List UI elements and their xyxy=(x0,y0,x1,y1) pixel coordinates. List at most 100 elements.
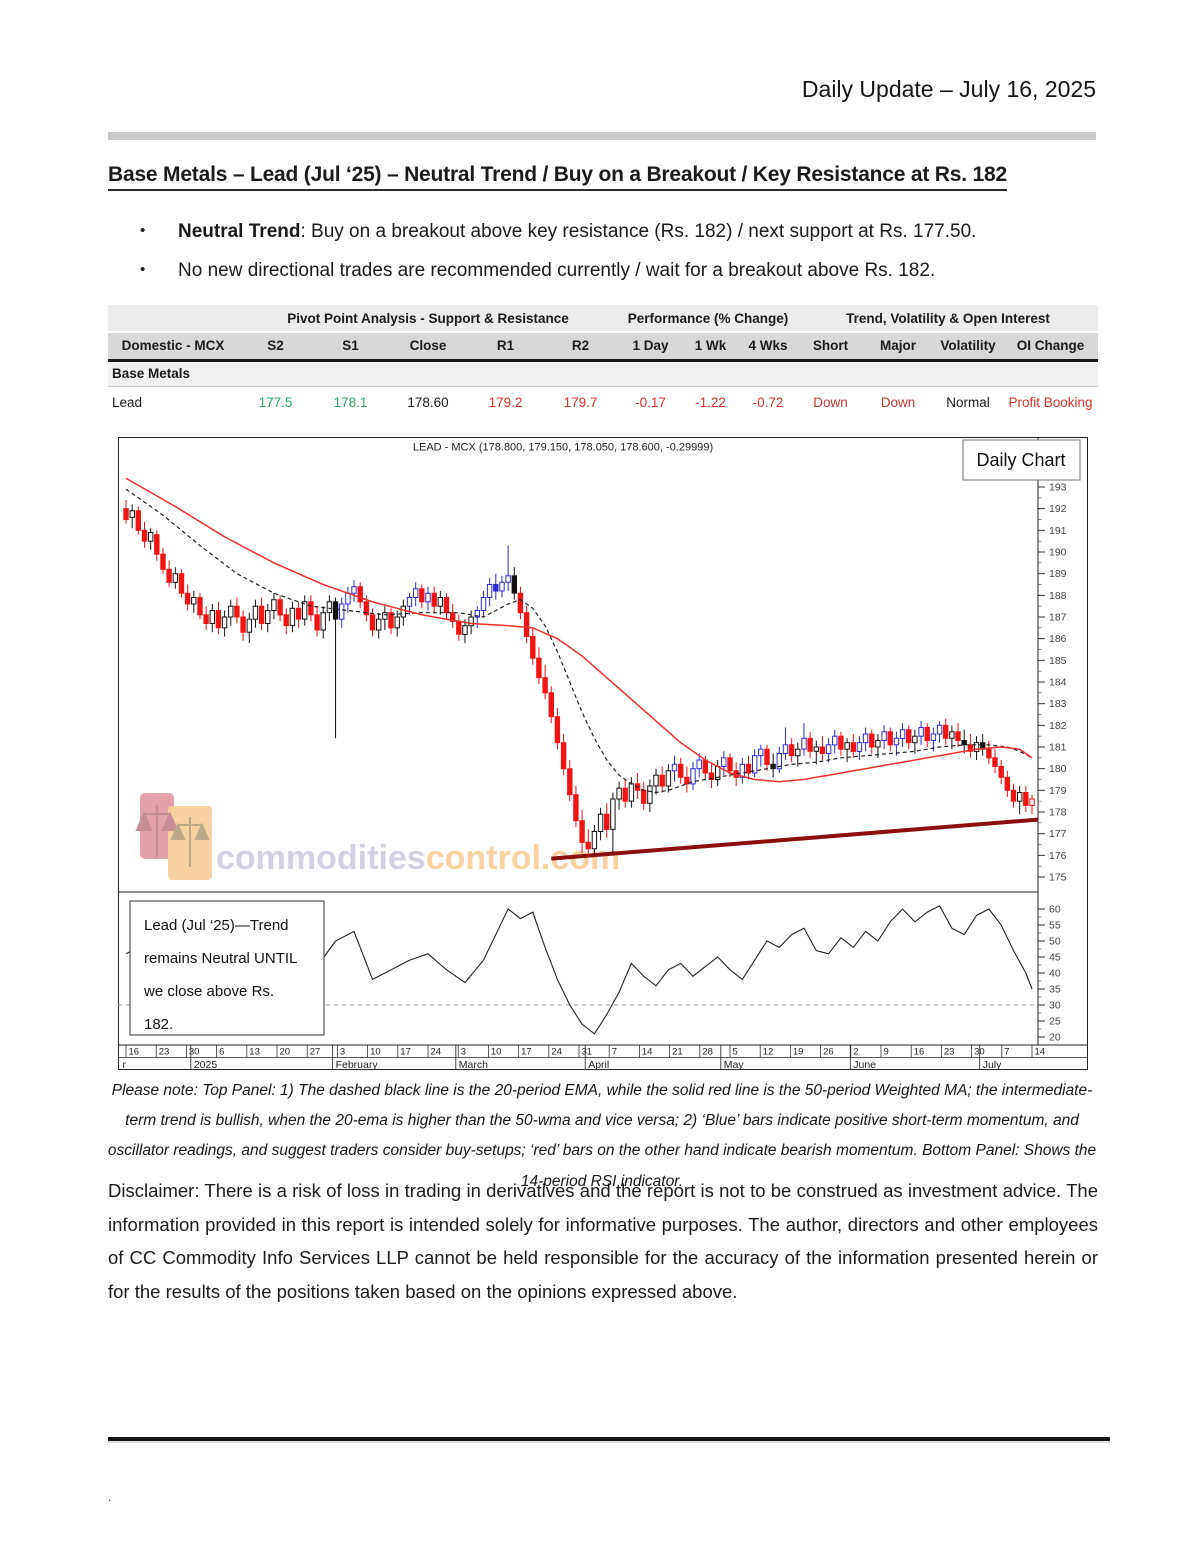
support-trendline xyxy=(551,817,1039,861)
svg-text:185: 185 xyxy=(1049,655,1067,667)
svg-text:35: 35 xyxy=(1049,984,1061,996)
svg-text:3: 3 xyxy=(461,1047,466,1058)
table-row-lead: Lead 177.5 178.1 178.60 179.2 179.7 -0.1… xyxy=(108,386,1099,418)
svg-text:55: 55 xyxy=(1049,920,1061,932)
svg-text:26: 26 xyxy=(823,1047,834,1058)
bullet-item: • Neutral Trend: Buy on a breakout above… xyxy=(140,219,1080,245)
svg-text:14: 14 xyxy=(642,1047,653,1058)
svg-text:10: 10 xyxy=(491,1047,502,1058)
cell-1wk: -1.22 xyxy=(695,394,726,410)
svg-text:189: 189 xyxy=(1049,568,1067,580)
svg-text:20: 20 xyxy=(1049,1032,1061,1044)
cell-oi-change: Profit Booking xyxy=(1008,394,1093,410)
cell-4wks: -0.72 xyxy=(752,394,784,410)
svg-text:2025: 2025 xyxy=(194,1059,218,1070)
col-header-major: Major xyxy=(863,332,933,362)
svg-text:Daily Chart: Daily Chart xyxy=(976,450,1065,470)
svg-text:23: 23 xyxy=(944,1047,955,1058)
svg-text:17: 17 xyxy=(521,1047,532,1058)
group-header-trend: Trend, Volatility & Open Interest xyxy=(798,305,1099,333)
bottom-rule xyxy=(108,1437,1110,1443)
svg-text:182: 182 xyxy=(1049,720,1067,732)
svg-text:May: May xyxy=(724,1059,745,1070)
svg-text:7: 7 xyxy=(1004,1047,1009,1058)
daily-price-chart: commoditiescontrol.com 175 176 177 178 179 180… xyxy=(118,437,1088,1070)
svg-text:13: 13 xyxy=(249,1047,260,1058)
cell-major-trend: Down xyxy=(880,394,916,410)
svg-text:21: 21 xyxy=(672,1047,683,1058)
chart-title: LEAD - MCX (178.800, 179.150, 178.050, 1… xyxy=(413,442,713,454)
svg-text:175: 175 xyxy=(1049,872,1067,884)
col-header-volatility: Volatility xyxy=(933,332,1003,362)
svg-text:April: April xyxy=(588,1059,609,1070)
col-header-close: Close xyxy=(388,332,468,362)
svg-text:30: 30 xyxy=(1049,1000,1061,1012)
svg-text:July: July xyxy=(983,1059,1002,1070)
svg-text:25: 25 xyxy=(1049,1016,1061,1028)
svg-text:191: 191 xyxy=(1049,525,1067,537)
svg-text:177: 177 xyxy=(1049,828,1067,840)
svg-text:June: June xyxy=(853,1059,876,1070)
svg-text:10: 10 xyxy=(370,1047,381,1058)
svg-text:40: 40 xyxy=(1049,968,1061,980)
table-column-header-row: Domestic - MCX S2 S1 Close R1 R2 1 Day 1… xyxy=(108,332,1099,362)
col-header-oi-change: OI Change xyxy=(1003,332,1099,362)
bullet-bold-text: Neutral Trend xyxy=(178,221,301,242)
cell-1day: -0.17 xyxy=(635,394,666,410)
svg-text:24: 24 xyxy=(431,1047,442,1058)
col-header-short: Short xyxy=(798,332,863,362)
col-header-s2: S2 xyxy=(238,332,313,362)
svg-text:16: 16 xyxy=(914,1047,925,1058)
svg-text:2: 2 xyxy=(853,1047,858,1058)
cell-short-trend: Down xyxy=(813,394,848,410)
svg-text:we close above Rs.: we close above Rs. xyxy=(143,983,274,1000)
svg-text:30: 30 xyxy=(189,1047,200,1058)
svg-text:23: 23 xyxy=(159,1047,170,1058)
svg-text:178: 178 xyxy=(1049,807,1067,819)
bullet-icon: • xyxy=(140,222,146,239)
page-title: Base Metals – Lead (Jul ‘25) – Neutral T… xyxy=(108,163,1108,191)
col-header-r1: R1 xyxy=(468,332,543,362)
bullet-icon: • xyxy=(140,260,146,278)
svg-text:remains Neutral UNTIL: remains Neutral UNTIL xyxy=(144,950,297,967)
svg-text:February: February xyxy=(336,1059,379,1070)
svg-text:14: 14 xyxy=(1035,1047,1046,1058)
svg-text:192: 192 xyxy=(1049,503,1067,515)
svg-text:16: 16 xyxy=(129,1047,140,1058)
daily-chart-label: Daily Chart xyxy=(962,439,1081,481)
svg-text:12: 12 xyxy=(763,1047,774,1058)
bullet-text: No new directional trades are recommende… xyxy=(178,259,936,281)
svg-text:31: 31 xyxy=(582,1047,593,1058)
svg-text:60: 60 xyxy=(1049,904,1061,916)
svg-text:27: 27 xyxy=(310,1047,321,1058)
svg-text:24: 24 xyxy=(551,1047,562,1058)
rsi-axis: 20 25 30 35 40 45 50 55 60 xyxy=(1038,904,1061,1044)
col-header-4wks: 4 Wks xyxy=(738,332,798,362)
svg-text:179: 179 xyxy=(1049,785,1067,797)
col-header-r2: R2 xyxy=(543,332,618,362)
svg-text:March: March xyxy=(459,1059,488,1070)
section-row-label: Base Metals xyxy=(108,360,1099,387)
bullet-item: • No new directional trades are recommen… xyxy=(140,258,1080,284)
cell-close: 178.60 xyxy=(407,394,449,410)
wma50-line xyxy=(125,477,1033,783)
cell-r2: 179.7 xyxy=(563,394,598,410)
col-header-1wk: 1 Wk xyxy=(683,332,738,362)
pivot-analysis-table: Pivot Point Analysis - Support & Resista… xyxy=(108,305,1099,418)
col-header-1day: 1 Day xyxy=(618,332,683,362)
svg-text:187: 187 xyxy=(1049,612,1067,624)
svg-text:193: 193 xyxy=(1049,482,1067,494)
group-header-performance: Performance (% Change) xyxy=(618,305,798,333)
disclaimer-text: Disclaimer: There is a risk of loss in t… xyxy=(108,1180,1098,1302)
table-group-header-row: Pivot Point Analysis - Support & Resista… xyxy=(108,305,1099,333)
col-header-s1: S1 xyxy=(313,332,388,362)
svg-text:Lead (Jul ‘25)—Trend: Lead (Jul ‘25)—Trend xyxy=(144,917,289,934)
svg-text:180: 180 xyxy=(1049,763,1067,775)
watermark-logo: commoditiescontrol.com xyxy=(135,793,620,880)
cell-r1: 179.2 xyxy=(488,394,523,410)
svg-text:9: 9 xyxy=(884,1047,889,1058)
chart-footnote: Please note: Top Panel: 1) The dashed bl… xyxy=(107,1082,1097,1190)
svg-text:5: 5 xyxy=(733,1047,738,1058)
svg-text:176: 176 xyxy=(1049,850,1067,862)
